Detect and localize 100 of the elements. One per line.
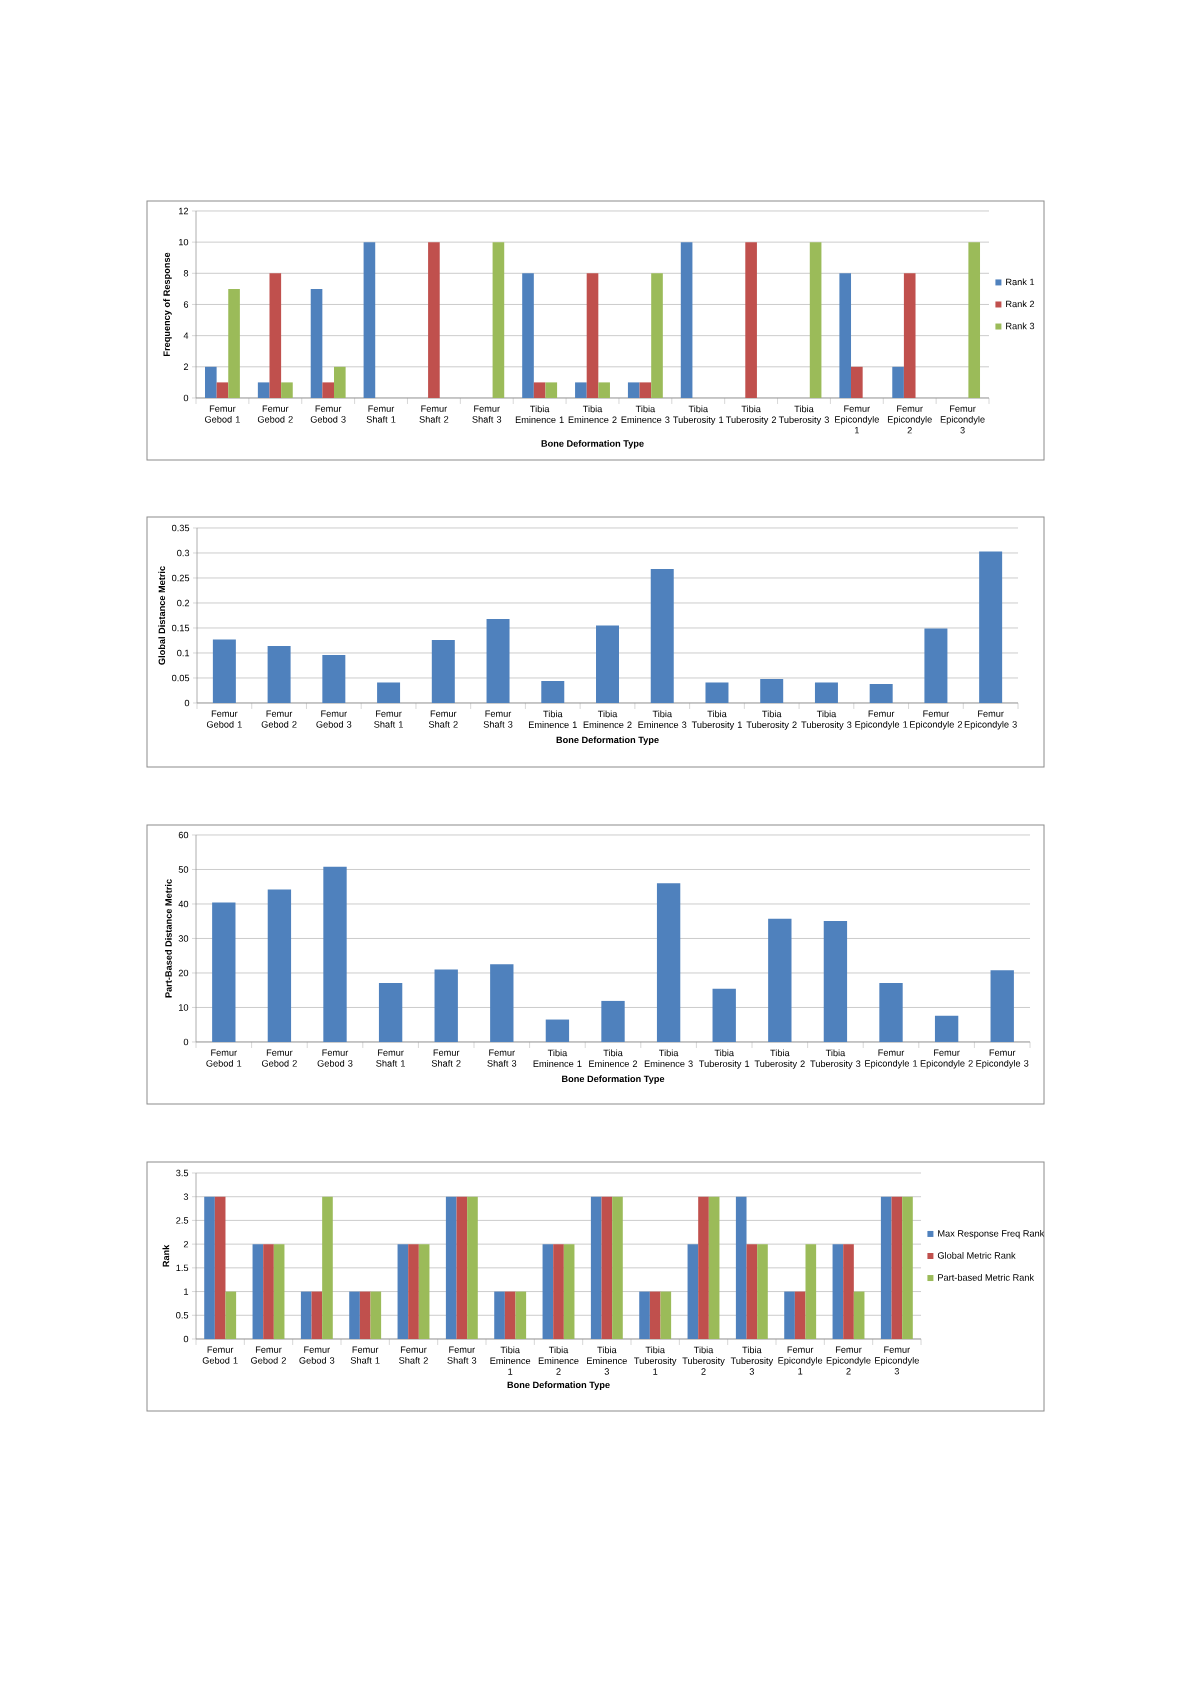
x-tick-label: Femur Shaft 1 [366,405,396,423]
bar [760,678,784,703]
bar [649,1291,661,1339]
y-tick-label: 10 [178,1004,189,1011]
x-tick-label: Femur Gebod 1 [202,1346,238,1364]
x-tick-label: Femur Gebod 1 [205,405,240,423]
legend-label: Rank 3 [1006,322,1035,330]
bar [363,242,376,398]
bar [639,382,652,398]
legend-label: Global Metric Rank [937,1251,1016,1259]
y-tick-label: 1.5 [176,1264,189,1272]
legend-label: Rank 2 [1006,300,1035,308]
bar [541,680,565,703]
x-tick-label: Tibia Eminence 2 [568,405,617,423]
y-tick-label: 50 [178,866,189,873]
x-tick-label: Tibia Tuberosity 3 [778,405,829,425]
bar [267,889,292,1042]
y-tick-label: 20 [178,969,189,977]
x-tick-label: Femur Shaft 2 [419,405,449,423]
bar [968,242,981,398]
bar [311,1291,323,1339]
y-tick-label: 2.5 [176,1217,189,1224]
bar [553,1244,564,1339]
x-tick-label: Femur Epicondyle 3 [875,1346,919,1375]
bar [705,682,729,703]
y-tick-label: 12 [178,207,189,215]
x-tick-label: Tibia Eminence 1 [515,405,564,423]
x-tick-label: Tibia Tuberosity 3 [810,1049,861,1069]
y-tick-label: 60 [178,831,189,839]
bar [267,645,291,703]
y-tick-label: 0.15 [171,624,190,632]
x-tick-label: Femur Shaft 3 [472,405,502,423]
x-tick-label: Femur Epicondyle 1 [778,1346,823,1375]
bar [322,382,334,398]
x-tick-label: Tibia Eminence 2 [538,1346,579,1375]
x-tick-label: Femur Gebod 3 [317,1049,353,1067]
x-tick-label: Femur Epicondyle 1 [855,710,908,730]
bar [698,1196,709,1339]
bar [851,366,863,398]
bar [708,1196,720,1339]
bar [434,969,458,1042]
bar [601,1000,625,1042]
bar [869,683,893,703]
x-tick-label: Femur Gebod 3 [310,405,346,423]
y-tick-label: 10 [178,238,189,246]
bar [805,1244,817,1339]
y-tick-label: 2 [183,1240,189,1248]
bar [322,1196,333,1339]
x-tick-label: Tibia Tuberosity 2 [725,405,777,425]
bar [656,883,681,1042]
y-tick-label: 0 [183,1335,189,1343]
bar [832,1244,844,1339]
y-tick-label: 40 [178,900,189,908]
x-tick-label: Femur Shaft 3 [447,1346,477,1364]
y-tick-label: 3 [183,1193,189,1200]
y-tick-label: 6 [183,301,189,308]
x-tick-label: Femur Gebod 1 [206,710,242,728]
x-tick-label: Tibia Tuberosity 2 [746,710,797,730]
bar [735,1196,747,1339]
x-axis-title: Bone Deformation Type [556,736,659,745]
x-tick-label: Femur Shaft 3 [487,1049,517,1067]
x-tick-label: Tibia Eminence 2 [583,710,632,729]
y-tick-label: 0.05 [171,674,190,682]
bar [269,273,282,398]
bar [979,551,1003,703]
x-tick-label: Femur Gebod 2 [251,1346,286,1364]
y-axis-title: Global Distance Metric [158,566,166,665]
y-tick-label: 0 [183,1038,189,1046]
bar [545,382,558,398]
y-tick-label: 0.2 [177,599,190,607]
bar [228,288,240,398]
bar [456,1196,468,1339]
x-tick-label: Tibia Tuberosity 2 [754,1049,805,1069]
bar [575,382,587,398]
bar [370,1291,382,1339]
bar [687,1244,699,1339]
x-tick-label: Tibia Eminence 3 [587,1346,627,1375]
y-tick-label: 0 [183,394,189,402]
y-tick-label: 0 [184,699,190,707]
y-tick-label: 0.35 [171,524,190,532]
y-axis-title: Frequency of Response [163,252,172,356]
y-tick-label: 30 [178,935,189,942]
y-tick-label: 4 [183,332,189,339]
bar [823,920,848,1042]
bar [408,1244,419,1339]
x-tick-label: Femur Gebod 1 [206,1049,242,1067]
bar [492,242,505,398]
bar [768,918,792,1042]
bar [924,628,948,703]
x-tick-label: Tibia Eminence 1 [528,710,577,729]
bar [892,366,904,398]
x-tick-label: Femur Epicondyle 2 [910,710,963,730]
bar [467,1196,478,1339]
bar [349,1291,360,1339]
bar [598,382,610,398]
y-tick-label: 1 [184,1288,189,1295]
bar [494,1291,505,1339]
x-tick-label: Femur Epicondyle 2 [920,1049,973,1069]
bar [784,1291,795,1339]
x-tick-label: Tibia Tuberosity 1 [699,1049,750,1069]
